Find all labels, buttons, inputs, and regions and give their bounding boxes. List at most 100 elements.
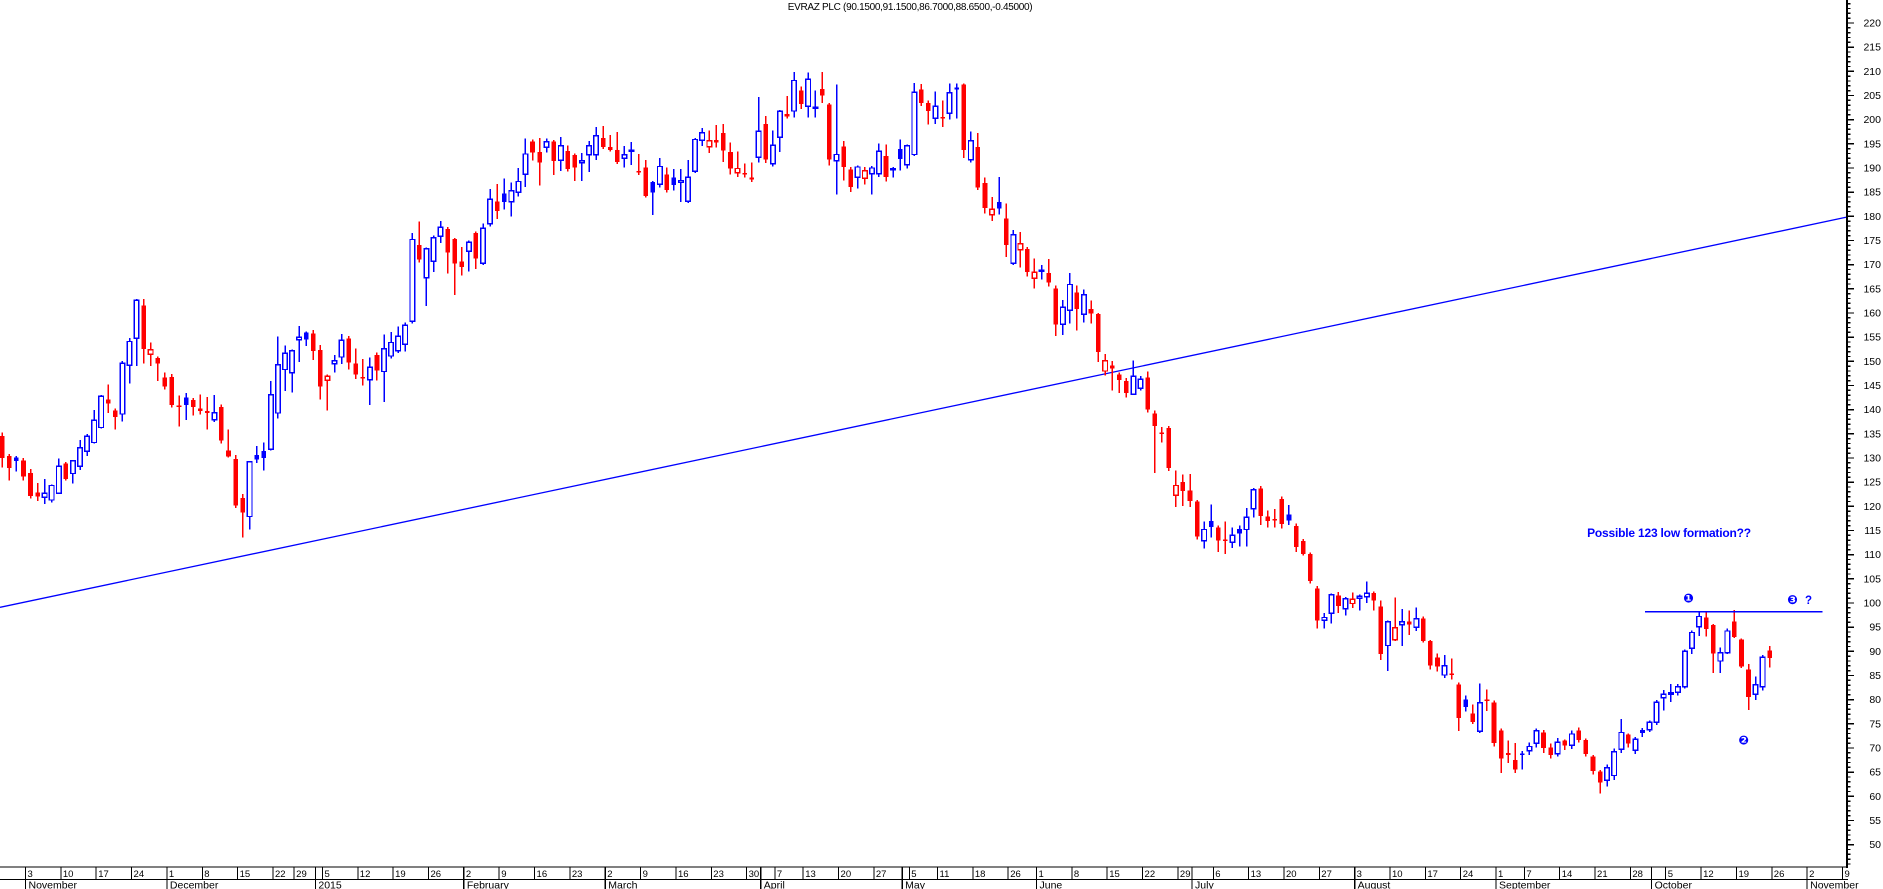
candle — [1660, 689, 1667, 711]
candle-body — [381, 348, 388, 373]
candle-body — [1117, 374, 1122, 381]
candle — [572, 153, 578, 182]
candle — [636, 153, 641, 176]
candle — [685, 159, 692, 203]
candle-body — [126, 340, 133, 366]
candle-body — [35, 492, 40, 497]
candle-body — [1258, 488, 1264, 516]
candle — [1435, 653, 1440, 672]
candle-body — [1279, 499, 1285, 525]
candle-body — [1590, 756, 1596, 772]
candle-body — [1166, 428, 1172, 469]
candle — [1010, 229, 1017, 266]
candle — [932, 91, 939, 125]
candle-body — [233, 458, 238, 506]
candle-body — [296, 336, 303, 341]
month-label: May — [905, 880, 926, 889]
y-axis-label: 165 — [1863, 283, 1881, 295]
candle — [820, 71, 825, 104]
candle — [1117, 372, 1122, 394]
candle — [1392, 597, 1399, 642]
candle-body — [480, 227, 487, 264]
candle — [1243, 507, 1250, 547]
candle — [35, 483, 40, 502]
week-label: 7 — [1526, 869, 1531, 880]
week-label: 26 — [1774, 869, 1785, 880]
candle — [1724, 628, 1731, 655]
y-axis-label: 85 — [1869, 670, 1881, 682]
candle — [395, 326, 402, 354]
candle — [890, 167, 897, 178]
candle — [246, 460, 253, 530]
candle-body — [91, 419, 98, 444]
candle-body — [820, 89, 825, 96]
y-axis-label: 220 — [1863, 18, 1881, 30]
candle-body — [0, 435, 5, 458]
candle-body — [1010, 233, 1017, 264]
candle-body — [1611, 751, 1618, 777]
candle-body — [1520, 753, 1525, 756]
candle — [763, 115, 769, 164]
candle-body — [1321, 616, 1328, 622]
candle-body — [1378, 606, 1384, 655]
candle — [897, 139, 903, 171]
week-label: 9 — [501, 869, 506, 880]
candle-body — [1568, 733, 1575, 746]
candle — [141, 298, 146, 364]
candle-body — [473, 232, 479, 259]
y-axis-label: 120 — [1863, 501, 1881, 513]
candle-body — [14, 457, 19, 461]
candle — [643, 159, 648, 198]
candle — [1681, 649, 1688, 689]
candle — [1463, 695, 1469, 712]
candle-body — [1286, 514, 1292, 521]
candle-body — [1476, 701, 1483, 732]
candle-body — [1484, 699, 1490, 702]
candle-body — [1349, 598, 1356, 605]
candle — [311, 329, 316, 360]
candle-body — [685, 176, 692, 203]
candle — [1597, 770, 1603, 794]
week-label: 27 — [876, 869, 887, 880]
candle-body — [586, 145, 593, 156]
candle — [607, 135, 613, 152]
candle — [1356, 594, 1363, 611]
candle — [1428, 640, 1433, 670]
candle-body — [324, 375, 331, 381]
month-label: October — [1655, 880, 1693, 889]
y-axis-label: 175 — [1863, 235, 1881, 247]
candle-body — [1597, 771, 1603, 783]
candle-body — [904, 145, 911, 166]
candle-body — [961, 84, 967, 151]
candle — [1088, 300, 1094, 324]
candle — [1384, 620, 1391, 672]
candle-body — [600, 138, 606, 148]
candle-body — [1759, 656, 1766, 688]
candle — [664, 167, 670, 193]
candle — [812, 90, 819, 118]
candle — [1349, 592, 1356, 608]
candle-body — [494, 201, 500, 212]
candle-body — [1554, 741, 1561, 755]
candle-body — [141, 305, 146, 349]
candle — [1124, 378, 1129, 398]
candle — [1498, 728, 1504, 774]
candle — [1208, 504, 1214, 538]
candle — [1080, 289, 1087, 323]
candle — [543, 138, 550, 153]
candle-body — [1307, 554, 1313, 581]
candle-body — [169, 376, 175, 405]
candle-body — [240, 498, 245, 513]
candle-body — [1201, 528, 1208, 542]
candle-body — [1237, 529, 1242, 534]
candle — [677, 168, 684, 202]
candle-body — [946, 91, 953, 115]
candle-body — [360, 376, 366, 379]
candle — [798, 86, 804, 110]
candle — [1470, 704, 1476, 724]
candle-body — [1732, 621, 1737, 637]
candle-body — [1435, 657, 1440, 667]
week-label: 10 — [1392, 869, 1403, 880]
candle — [240, 494, 245, 538]
candle-body — [841, 146, 846, 168]
